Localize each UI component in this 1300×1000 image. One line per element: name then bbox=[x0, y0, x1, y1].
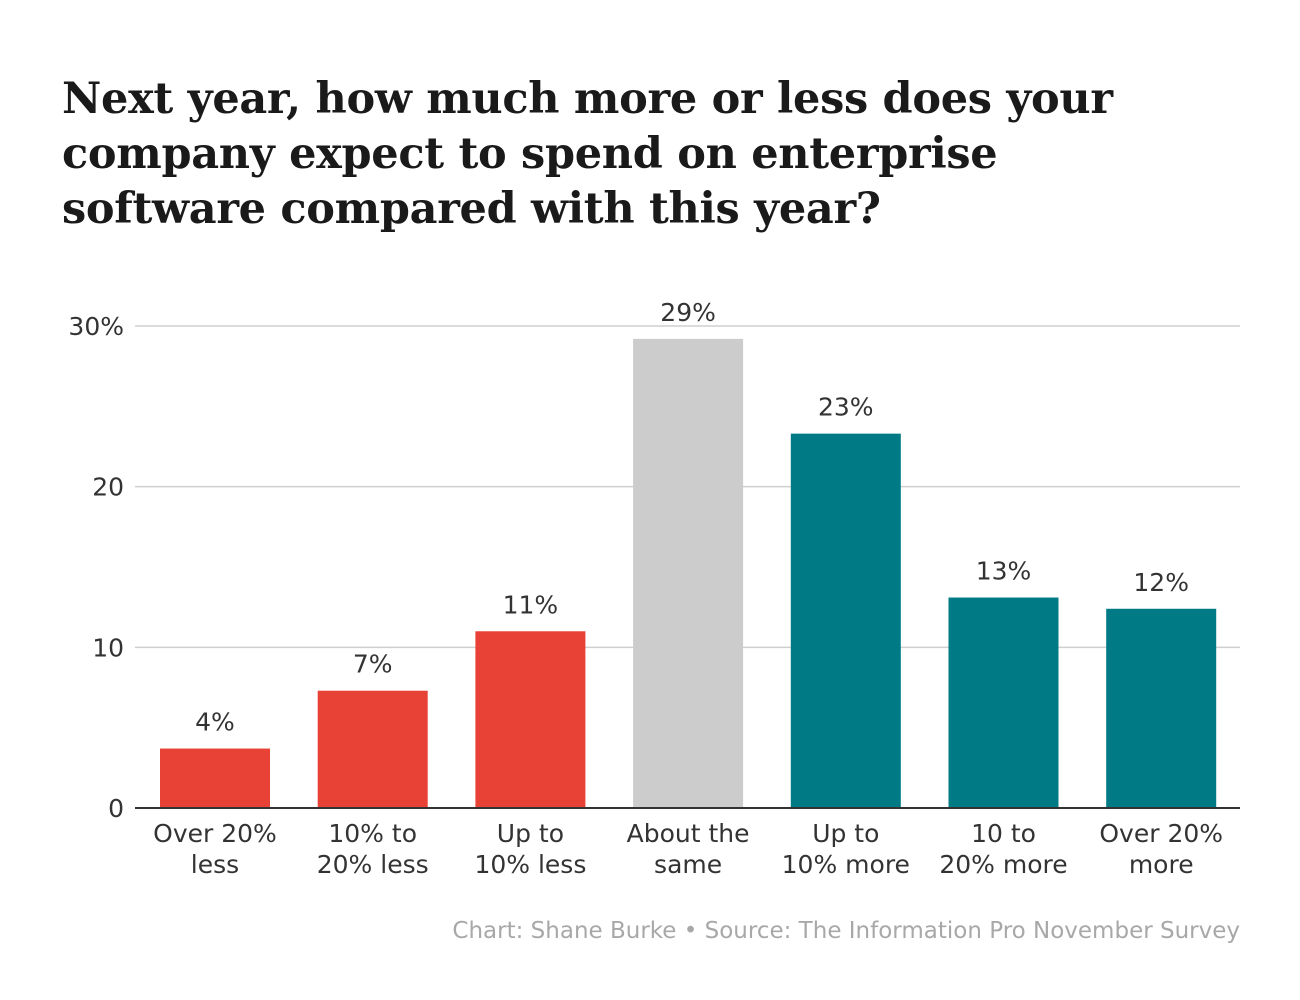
title-line-1: Next year, how much more or less does yo… bbox=[62, 74, 1113, 124]
data-label: 11% bbox=[503, 590, 559, 619]
x-tick-label: Up to bbox=[497, 819, 564, 848]
y-tick-label: 10 bbox=[92, 633, 124, 662]
x-tick-label: 20% less bbox=[317, 850, 429, 879]
x-tick-label: 10 to bbox=[971, 819, 1036, 848]
x-tick-label: 20% more bbox=[939, 850, 1067, 879]
x-tick-label: Over 20% bbox=[153, 819, 277, 848]
x-tick-label: same bbox=[654, 850, 722, 879]
bar bbox=[790, 433, 901, 808]
bar bbox=[475, 631, 586, 808]
x-tick-label: 10% more bbox=[782, 850, 910, 879]
x-tick-label: less bbox=[191, 850, 239, 879]
data-label: 29% bbox=[660, 298, 716, 327]
x-tick-label: About the bbox=[627, 819, 750, 848]
bar bbox=[948, 597, 1059, 808]
bar bbox=[633, 338, 744, 808]
chart-title: Next year, how much more or less does yo… bbox=[62, 72, 1262, 237]
bar bbox=[160, 748, 270, 808]
data-label: 4% bbox=[195, 708, 235, 737]
data-label: 23% bbox=[818, 393, 874, 422]
chart-source: Chart: Shane Burke • Source: The Informa… bbox=[452, 918, 1240, 944]
data-label: 7% bbox=[353, 650, 393, 679]
data-label: 13% bbox=[976, 557, 1032, 586]
bar bbox=[1106, 608, 1217, 808]
title-line-2: company expect to spend on enterprise bbox=[62, 129, 998, 179]
x-tick-label: more bbox=[1129, 850, 1194, 879]
title-line-3: software compared with this year? bbox=[62, 184, 881, 234]
bar bbox=[317, 690, 428, 808]
data-label: 12% bbox=[1133, 568, 1189, 597]
x-tick-label: Up to bbox=[812, 819, 879, 848]
y-tick-label: 20 bbox=[92, 473, 124, 502]
x-tick-label: 10% to bbox=[328, 819, 417, 848]
x-tick-label: Over 20% bbox=[1099, 819, 1223, 848]
y-tick-label: 30% bbox=[68, 312, 124, 341]
y-tick-label: 0 bbox=[108, 794, 124, 823]
x-tick-label: 10% less bbox=[474, 850, 586, 879]
